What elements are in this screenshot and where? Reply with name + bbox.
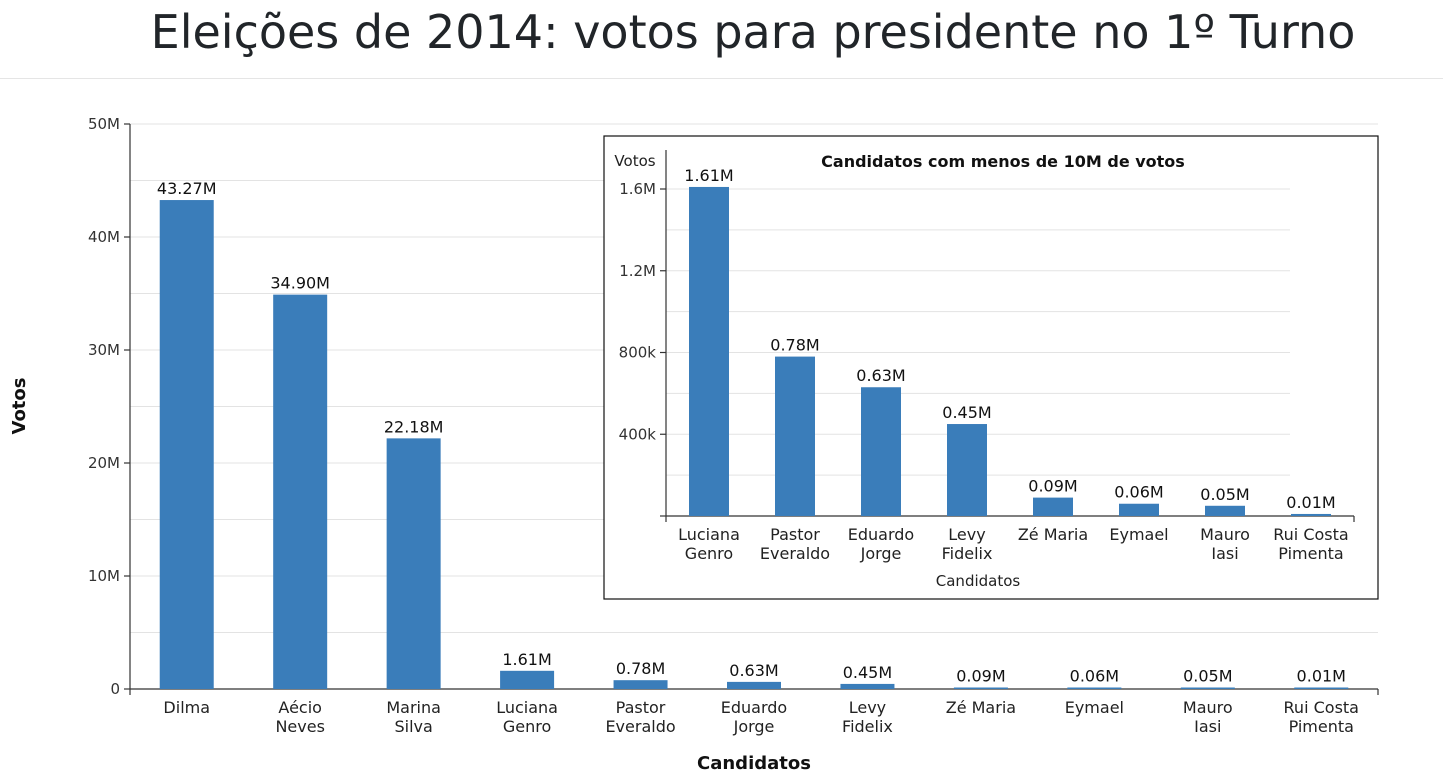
main-bar-value-label: 0.01M — [1297, 667, 1346, 686]
main-category-label: Eduardo — [721, 698, 787, 717]
main-bar — [159, 200, 214, 689]
inset-bar — [1291, 513, 1331, 516]
main-category-label: Pimenta — [1289, 717, 1354, 736]
inset-bar — [861, 387, 901, 516]
main-bar-value-label: 1.61M — [502, 650, 551, 669]
main-bar-value-label: 0.63M — [729, 661, 778, 680]
inset-bar-value-label: 1.61M — [684, 166, 733, 185]
inset-title: Candidatos com menos de 10M de votos — [821, 152, 1185, 171]
main-y-tick-label: 0 — [110, 680, 120, 698]
main-bar — [1180, 687, 1235, 689]
main-category-label: Rui Costa — [1284, 698, 1359, 717]
inset-frame — [603, 135, 1379, 600]
main-bar — [1067, 687, 1122, 689]
inset-category-label: Jorge — [860, 544, 902, 563]
inset-bar-value-label: 0.78M — [770, 336, 819, 355]
main-category-label: Pastor — [616, 698, 666, 717]
inset-y-axis-title: Votos — [614, 152, 655, 170]
inset-bar-value-label: 0.09M — [1028, 477, 1077, 496]
inset-y-tick-label: 800k — [619, 344, 657, 362]
inset-category-label: Pimenta — [1278, 544, 1343, 563]
inset-category-label: Eymael — [1109, 525, 1168, 544]
inset-bar-value-label: 0.63M — [856, 366, 905, 385]
inset-y-tick-label: 400k — [619, 425, 657, 443]
main-category-label: Eymael — [1065, 698, 1124, 717]
main-category-label: Silva — [394, 717, 432, 736]
inset-bar — [775, 356, 815, 516]
main-bar-value-label: 43.27M — [157, 179, 217, 198]
main-x-axis-title: Candidatos — [697, 753, 811, 774]
main-category-label: Dilma — [163, 698, 210, 717]
inset-category-label: Levy — [948, 525, 985, 544]
inset-category-label: Zé Maria — [1018, 525, 1088, 544]
inset-category-label: Genro — [685, 544, 733, 563]
main-y-tick-label: 20M — [88, 454, 120, 472]
inset-bar-value-label: 0.01M — [1286, 493, 1335, 512]
inset-y-tick-label: 1.6M — [619, 180, 656, 198]
inset-x-axis-title: Candidatos — [936, 572, 1021, 590]
inset-category-label: Rui Costa — [1273, 525, 1348, 544]
main-category-label: Luciana — [496, 698, 558, 717]
main-bar-value-label: 0.09M — [956, 667, 1005, 686]
inset-bar — [947, 424, 987, 516]
main-category-label: Iasi — [1194, 717, 1221, 736]
inset-bar-value-label: 0.06M — [1114, 483, 1163, 502]
title-divider — [0, 78, 1443, 79]
main-category-label: Neves — [275, 717, 324, 736]
main-category-label: Aécio — [278, 698, 322, 717]
inset-category-label: Iasi — [1211, 544, 1238, 563]
inset-category-label: Everaldo — [760, 544, 830, 563]
main-bar-value-label: 34.90M — [270, 274, 330, 293]
inset-category-label: Luciana — [678, 525, 740, 544]
main-bar — [273, 294, 328, 689]
main-category-label: Mauro — [1183, 698, 1233, 717]
main-bar — [1294, 687, 1349, 689]
main-bar — [613, 680, 668, 689]
main-bar-value-label: 0.05M — [1183, 667, 1232, 686]
main-category-label: Zé Maria — [946, 698, 1016, 717]
inset-y-tick-label: 1.2M — [619, 262, 656, 280]
main-bar — [727, 681, 781, 689]
main-y-axis-title: Votos — [9, 378, 30, 435]
inset-category-label: Pastor — [770, 525, 820, 544]
main-bar-value-label: 22.18M — [384, 417, 444, 436]
inset-bar — [1033, 497, 1073, 516]
main-y-tick-label: 50M — [88, 115, 120, 133]
inset-bar — [1119, 503, 1159, 516]
main-bar — [386, 438, 441, 689]
main-category-label: Levy — [849, 698, 886, 717]
main-bar — [953, 687, 1008, 689]
main-bar — [840, 683, 895, 689]
main-category-label: Fidelix — [842, 717, 893, 736]
main-bar-value-label: 0.78M — [616, 659, 665, 678]
inset-category-label: Fidelix — [942, 544, 993, 563]
inset-bar — [689, 186, 729, 517]
page-title: Eleições de 2014: votos para presidente … — [150, 5, 1356, 59]
main-category-label: Marina — [386, 698, 441, 717]
main-bar-value-label: 0.06M — [1070, 667, 1119, 686]
main-category-label: Genro — [503, 717, 551, 736]
inset-category-label: Eduardo — [848, 525, 914, 544]
main-category-label: Jorge — [733, 717, 775, 736]
main-category-label: Everaldo — [605, 717, 675, 736]
inset-bar-value-label: 0.45M — [942, 403, 991, 422]
main-bar-value-label: 0.45M — [843, 663, 892, 682]
main-bar — [500, 670, 555, 689]
inset-bar-value-label: 0.05M — [1200, 485, 1249, 504]
main-y-tick-label: 30M — [88, 341, 120, 359]
inset-category-label: Mauro — [1200, 525, 1250, 544]
inset-bar — [1205, 505, 1245, 516]
main-y-tick-label: 10M — [88, 567, 120, 585]
main-y-tick-label: 40M — [88, 228, 120, 246]
